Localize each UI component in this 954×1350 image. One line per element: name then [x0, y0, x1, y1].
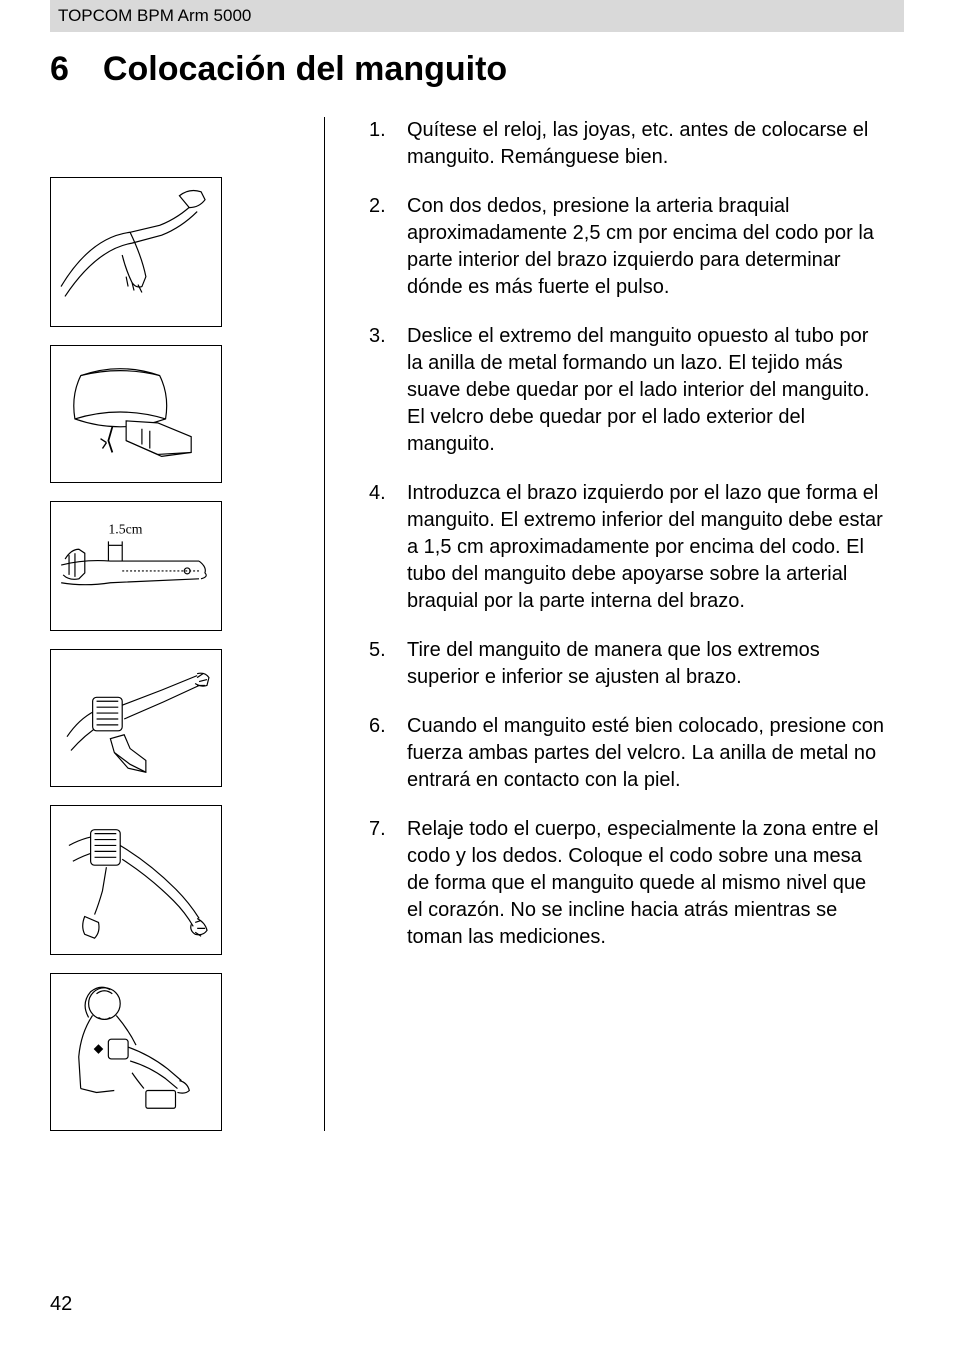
- step-1: Quítese el reloj, las joyas, etc. antes …: [369, 117, 884, 171]
- step-7: Relaje todo el cuerpo, especialmente la …: [369, 816, 884, 951]
- step-4: Introduzca el brazo izquierdo por el laz…: [369, 480, 884, 615]
- product-header: TOPCOM BPM Arm 5000: [50, 0, 904, 32]
- instructions-column: Quítese el reloj, las joyas, etc. antes …: [369, 117, 904, 1131]
- section-heading: 6 Colocación del manguito: [50, 50, 904, 89]
- figure-5-cuff-secured: [50, 805, 222, 955]
- page-number: 42: [50, 1293, 72, 1316]
- section-number: 6: [50, 50, 69, 89]
- content-row: 1.5cm: [50, 117, 904, 1131]
- column-divider: [324, 117, 325, 1131]
- step-6: Cuando el manguito esté bien colocado, p…: [369, 713, 884, 794]
- step-2: Con dos dedos, presione la arteria braqu…: [369, 193, 884, 301]
- instruction-list: Quítese el reloj, las joyas, etc. antes …: [369, 117, 884, 951]
- step-5: Tire del manguito de manera que los extr…: [369, 637, 884, 691]
- step-3: Deslice el extremo del manguito opuesto …: [369, 323, 884, 458]
- figure-4-cuff-tighten: [50, 649, 222, 787]
- figure-column: 1.5cm: [50, 117, 280, 1131]
- figure-1-arm-pulse: [50, 177, 222, 327]
- section-title: Colocación del manguito: [103, 50, 507, 89]
- figure-6-person-seated: [50, 973, 222, 1131]
- figure-2-cuff-loop: [50, 345, 222, 483]
- figure-3-arm-distance: 1.5cm: [50, 501, 222, 631]
- page: TOPCOM BPM Arm 5000 6 Colocación del man…: [0, 0, 954, 1350]
- distance-label: 1.5cm: [108, 522, 142, 537]
- product-name: TOPCOM BPM Arm 5000: [58, 6, 251, 25]
